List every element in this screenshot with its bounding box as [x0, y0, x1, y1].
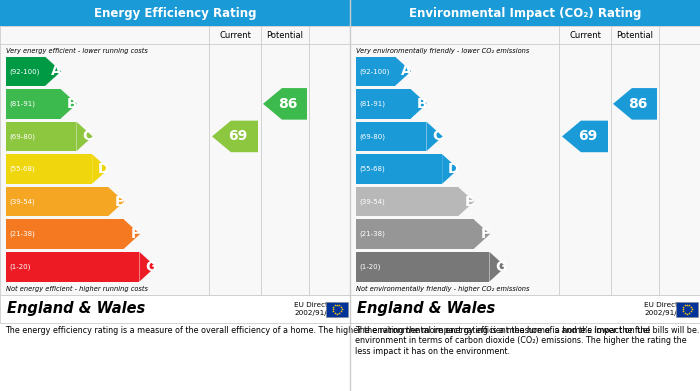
- Text: (1-20): (1-20): [9, 264, 30, 270]
- Text: G: G: [145, 260, 157, 274]
- Text: Not energy efficient - higher running costs: Not energy efficient - higher running co…: [6, 286, 148, 292]
- Text: (39-54): (39-54): [9, 198, 35, 205]
- Text: England & Wales: England & Wales: [357, 301, 496, 316]
- Text: 69: 69: [578, 129, 598, 143]
- Text: (1-20): (1-20): [359, 264, 380, 270]
- FancyBboxPatch shape: [350, 295, 700, 323]
- FancyBboxPatch shape: [350, 26, 700, 295]
- Text: Potential: Potential: [617, 30, 654, 39]
- Text: E: E: [115, 195, 124, 208]
- Text: (55-68): (55-68): [9, 166, 35, 172]
- FancyBboxPatch shape: [0, 0, 350, 26]
- Polygon shape: [613, 88, 657, 120]
- FancyBboxPatch shape: [356, 154, 442, 184]
- FancyBboxPatch shape: [6, 89, 61, 118]
- Text: C: C: [83, 129, 93, 143]
- Text: EU Directive
2002/91/EC: EU Directive 2002/91/EC: [643, 302, 688, 316]
- Text: A: A: [51, 64, 62, 78]
- FancyBboxPatch shape: [6, 122, 76, 151]
- Text: B: B: [416, 97, 428, 111]
- FancyBboxPatch shape: [676, 301, 698, 316]
- Polygon shape: [474, 219, 490, 249]
- FancyBboxPatch shape: [350, 0, 700, 26]
- Polygon shape: [395, 57, 411, 86]
- Text: (92-100): (92-100): [9, 68, 39, 75]
- Polygon shape: [108, 187, 124, 216]
- Text: (69-80): (69-80): [9, 133, 35, 140]
- FancyBboxPatch shape: [6, 219, 124, 249]
- Polygon shape: [442, 154, 458, 184]
- FancyBboxPatch shape: [326, 301, 348, 316]
- Polygon shape: [411, 89, 427, 118]
- Text: (55-68): (55-68): [359, 166, 385, 172]
- FancyBboxPatch shape: [6, 154, 92, 184]
- Polygon shape: [426, 122, 442, 151]
- FancyBboxPatch shape: [350, 323, 700, 391]
- Text: The environmental impact rating is a measure of a home's impact on the environme: The environmental impact rating is a mea…: [355, 326, 687, 356]
- Text: D: D: [98, 162, 109, 176]
- Text: (21-38): (21-38): [359, 231, 385, 237]
- Text: Very environmentally friendly - lower CO₂ emissions: Very environmentally friendly - lower CO…: [356, 48, 529, 54]
- Text: F: F: [480, 227, 490, 241]
- Text: E: E: [465, 195, 474, 208]
- Polygon shape: [76, 122, 92, 151]
- Text: (21-38): (21-38): [9, 231, 35, 237]
- Text: B: B: [66, 97, 78, 111]
- Text: A: A: [401, 64, 412, 78]
- Polygon shape: [124, 219, 140, 249]
- Text: Very energy efficient - lower running costs: Very energy efficient - lower running co…: [6, 48, 148, 54]
- Text: C: C: [433, 129, 443, 143]
- Text: Potential: Potential: [267, 30, 304, 39]
- FancyBboxPatch shape: [356, 187, 458, 216]
- Polygon shape: [212, 121, 258, 152]
- Text: The energy efficiency rating is a measure of the overall efficiency of a home. T: The energy efficiency rating is a measur…: [5, 326, 699, 335]
- Text: (81-91): (81-91): [359, 100, 385, 107]
- FancyBboxPatch shape: [356, 89, 411, 118]
- Text: EU Directive
2002/91/EC: EU Directive 2002/91/EC: [293, 302, 338, 316]
- Text: 86: 86: [278, 97, 298, 111]
- FancyBboxPatch shape: [356, 252, 489, 282]
- FancyBboxPatch shape: [356, 57, 395, 86]
- Text: (92-100): (92-100): [359, 68, 389, 75]
- Text: Current: Current: [569, 30, 601, 39]
- Text: 69: 69: [228, 129, 248, 143]
- FancyBboxPatch shape: [0, 295, 350, 323]
- Text: Not environmentally friendly - higher CO₂ emissions: Not environmentally friendly - higher CO…: [356, 286, 529, 292]
- FancyBboxPatch shape: [0, 323, 350, 391]
- Text: Environmental Impact (CO₂) Rating: Environmental Impact (CO₂) Rating: [409, 7, 641, 20]
- Polygon shape: [45, 57, 61, 86]
- Text: F: F: [130, 227, 140, 241]
- FancyBboxPatch shape: [356, 219, 474, 249]
- Polygon shape: [263, 88, 307, 120]
- FancyBboxPatch shape: [356, 122, 426, 151]
- FancyBboxPatch shape: [0, 26, 350, 295]
- Text: Current: Current: [219, 30, 251, 39]
- Text: G: G: [495, 260, 507, 274]
- Text: Energy Efficiency Rating: Energy Efficiency Rating: [94, 7, 256, 20]
- FancyBboxPatch shape: [6, 252, 139, 282]
- FancyBboxPatch shape: [6, 187, 108, 216]
- Polygon shape: [92, 154, 108, 184]
- Text: 86: 86: [628, 97, 648, 111]
- Text: England & Wales: England & Wales: [7, 301, 146, 316]
- Polygon shape: [489, 252, 505, 282]
- Text: (81-91): (81-91): [9, 100, 35, 107]
- Polygon shape: [139, 252, 155, 282]
- Polygon shape: [562, 121, 608, 152]
- Polygon shape: [61, 89, 77, 118]
- Text: (69-80): (69-80): [359, 133, 385, 140]
- Text: D: D: [448, 162, 459, 176]
- Text: (39-54): (39-54): [359, 198, 385, 205]
- Polygon shape: [458, 187, 474, 216]
- FancyBboxPatch shape: [6, 57, 45, 86]
